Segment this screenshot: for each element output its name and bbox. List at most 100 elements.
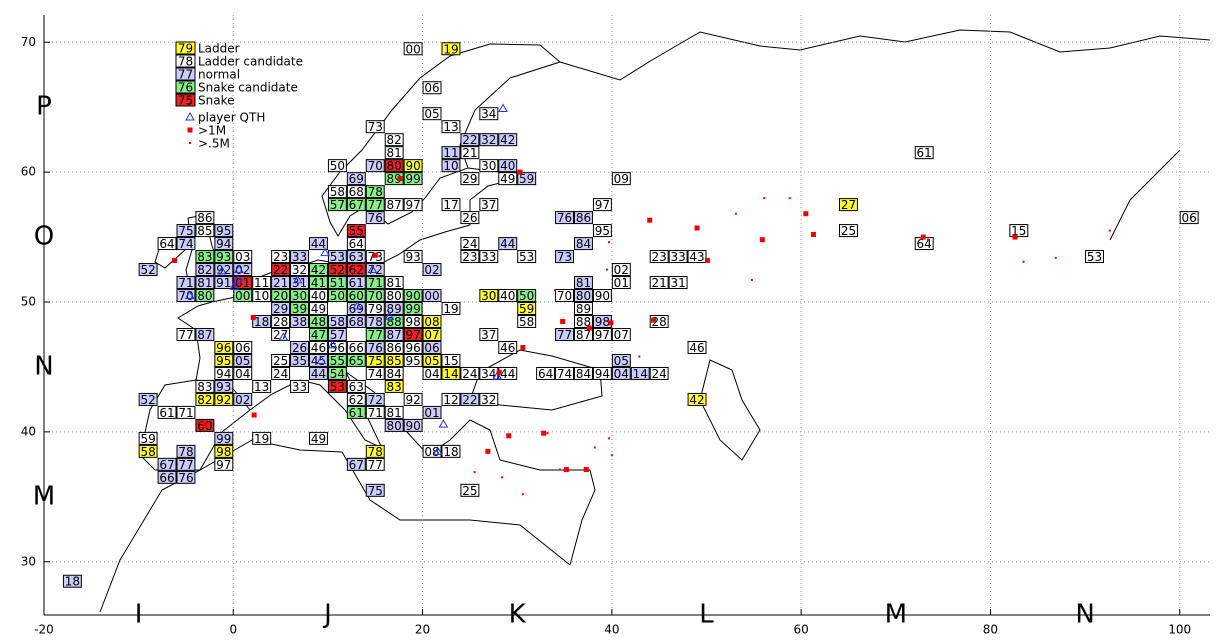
station-big xyxy=(704,257,710,263)
square-label: 38 xyxy=(292,315,307,329)
square-box xyxy=(271,250,291,264)
square-label: 40 xyxy=(500,159,515,173)
square-box xyxy=(384,340,404,354)
square-box xyxy=(346,224,366,238)
square-box xyxy=(214,379,234,393)
square-box xyxy=(384,327,404,341)
square-label: 76 xyxy=(368,341,383,355)
square-box xyxy=(309,340,328,354)
station-big xyxy=(563,467,569,473)
square-label: 91 xyxy=(216,276,231,290)
square-box xyxy=(441,146,461,160)
square-box xyxy=(384,133,404,147)
square-label: 22 xyxy=(462,393,477,407)
square-box xyxy=(668,250,688,264)
x-tick-label: 100 xyxy=(1168,623,1191,637)
square-label: 75 xyxy=(178,224,193,238)
square-label: 40 xyxy=(311,289,326,303)
square-box xyxy=(365,483,385,497)
square-label: 58 xyxy=(140,445,155,459)
square-box xyxy=(498,289,518,303)
square-label: 90 xyxy=(405,159,420,173)
square-label: 51 xyxy=(330,276,345,290)
square-box xyxy=(271,289,291,303)
station-big xyxy=(694,225,700,231)
square-label: 53 xyxy=(1087,250,1102,264)
station-big xyxy=(541,430,547,436)
station-big xyxy=(608,320,614,326)
square-label: 44 xyxy=(500,367,515,381)
square-box xyxy=(574,315,593,328)
square-label: 89 xyxy=(576,302,591,316)
square-box xyxy=(176,470,196,484)
square-box xyxy=(233,340,253,354)
station-big xyxy=(485,448,491,454)
legend-marker xyxy=(185,111,195,121)
square-box xyxy=(346,172,366,186)
square-box xyxy=(592,198,612,212)
square-box xyxy=(384,302,404,316)
square-label: 98 xyxy=(405,315,420,329)
square-label: 42 xyxy=(500,133,515,147)
square-label: 93 xyxy=(405,250,420,264)
station-small xyxy=(593,446,596,449)
square-label: 88 xyxy=(387,315,402,329)
square-box xyxy=(346,457,366,471)
square-box xyxy=(309,315,328,328)
square-box xyxy=(460,392,480,406)
square-label: 37 xyxy=(481,198,496,212)
square-box xyxy=(271,315,291,328)
square-box xyxy=(327,198,347,212)
square-box xyxy=(517,315,537,328)
square-box xyxy=(555,211,574,225)
square-label: 85 xyxy=(197,224,212,238)
square-box xyxy=(517,302,537,316)
square-label: 06 xyxy=(424,341,439,355)
square-label: 53 xyxy=(330,250,345,264)
square-label: 75 xyxy=(368,354,383,368)
square-box xyxy=(403,315,423,328)
square-label: 80 xyxy=(387,159,402,173)
square-box xyxy=(365,340,385,354)
station-big xyxy=(202,422,208,428)
square-box xyxy=(214,237,234,251)
square-label: 06 xyxy=(1182,211,1197,225)
square-box xyxy=(365,353,385,367)
square-label: 89 xyxy=(387,172,402,186)
square-label: 82 xyxy=(197,263,212,277)
x-tick-label: 20 xyxy=(415,623,430,637)
x-tick-label: 80 xyxy=(983,623,998,637)
square-label: 18 xyxy=(443,445,458,459)
square-label: 19 xyxy=(443,42,458,56)
square-label: 54 xyxy=(330,367,345,381)
square-box xyxy=(327,276,347,290)
square-box xyxy=(271,263,291,277)
square-box xyxy=(592,224,612,238)
square-box xyxy=(630,366,650,380)
station-small xyxy=(638,355,641,358)
square-box xyxy=(649,315,669,328)
square-box xyxy=(611,172,631,186)
square-label: 11 xyxy=(443,146,458,160)
square-label: 71 xyxy=(178,406,193,420)
square-box xyxy=(555,250,574,264)
square-label: 67 xyxy=(159,458,174,472)
square-label: 24 xyxy=(273,367,288,381)
square-box xyxy=(460,483,480,497)
square-box xyxy=(233,353,253,367)
station-small xyxy=(750,278,753,281)
square-box xyxy=(611,327,631,341)
square-box xyxy=(309,276,328,290)
square-box xyxy=(195,250,215,264)
square-box xyxy=(574,327,593,341)
square-box xyxy=(479,392,499,406)
square-box xyxy=(611,366,631,380)
square-box xyxy=(365,405,385,419)
square-box xyxy=(479,327,499,341)
square-box xyxy=(214,340,234,354)
player-qth xyxy=(278,332,289,341)
square-label: 52 xyxy=(140,263,155,277)
square-label: 01 xyxy=(235,276,250,290)
square-label: 80 xyxy=(387,289,402,303)
square-label: 17 xyxy=(443,198,458,212)
